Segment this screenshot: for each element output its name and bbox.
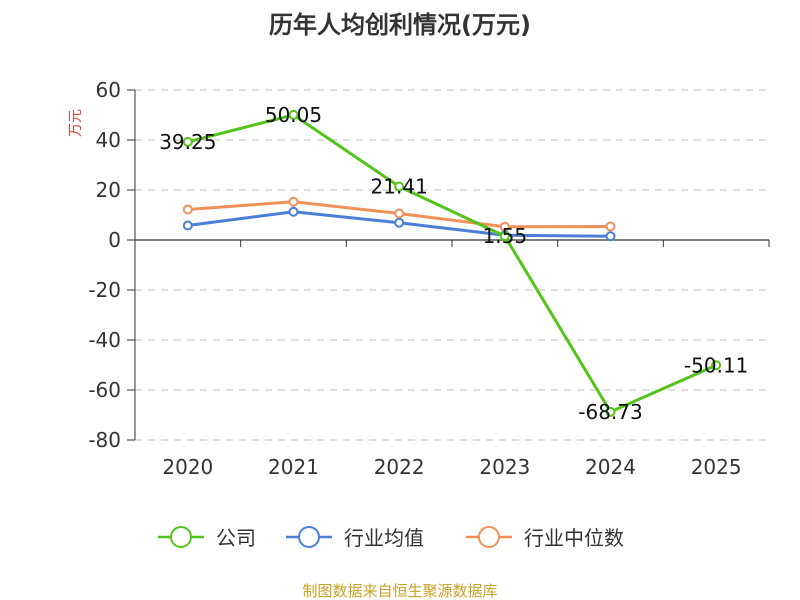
y-axis-label: 万元 [68,109,84,137]
legend-label: 行业均值 [344,526,424,550]
legend-label: 行业中位数 [524,526,624,550]
data-label: 1.55 [483,224,528,248]
x-tick-label: 2021 [268,455,319,479]
legend-swatch-marker [170,526,192,548]
data-label: 21.41 [371,174,428,198]
data-label: 39.25 [159,130,216,154]
x-tick-label: 2025 [691,455,742,479]
x-tick-label: 2023 [479,455,530,479]
data-point[interactable] [605,231,616,242]
series-line [187,113,717,414]
x-tick-label: 2020 [162,455,213,479]
data-label: 50.05 [265,103,322,127]
data-point[interactable] [394,181,405,192]
y-tick-label: 0 [108,228,121,252]
data-point[interactable] [605,406,616,417]
legend-swatch-marker [298,526,320,548]
y-tick-label: -60 [88,378,121,402]
legend-item[interactable]: 行业中位数 [466,526,624,550]
y-tick-label: -20 [88,278,121,302]
y-tick-label: -80 [88,428,121,452]
data-point[interactable] [182,220,193,231]
data-labels: 39.25 50.05 21.41 1.55 -68.73 -50.11 [159,103,748,424]
data-label: -50.11 [684,353,748,377]
data-point[interactable] [288,196,299,207]
legend: 公司 行业均值 行业中位数 [158,526,624,550]
data-point[interactable] [499,231,510,242]
data-point[interactable] [288,109,299,120]
data-point[interactable] [711,360,722,371]
y-tick-label: 20 [96,178,121,202]
y-tick-label: 60 [96,78,121,102]
data-point[interactable] [182,204,193,215]
x-tick-label: 2022 [374,455,425,479]
data-point[interactable] [394,208,405,219]
series-lines [182,109,722,417]
legend-swatch-marker [478,526,500,548]
legend-label: 公司 [216,526,256,550]
y-tick-label: 40 [96,128,121,152]
data-point[interactable] [182,136,193,147]
source-note: 制图数据来自恒生聚源数据库 [302,582,497,600]
gridlines [135,89,769,441]
data-label: -68.73 [578,400,642,424]
legend-item[interactable]: 公司 [158,526,256,550]
legend-item[interactable]: 行业均值 [286,526,424,550]
chart-title: 历年人均创利情况(万元) [269,11,531,39]
data-point[interactable] [288,206,299,217]
y-tick-label: -40 [88,328,121,352]
axes: 60 40 20 0 -20 -40 -60 -80 2020 2021 2022 2023 2024 2… [88,78,770,479]
data-point[interactable] [605,221,616,232]
x-tick-label: 2024 [585,455,636,479]
data-point[interactable] [394,217,405,228]
